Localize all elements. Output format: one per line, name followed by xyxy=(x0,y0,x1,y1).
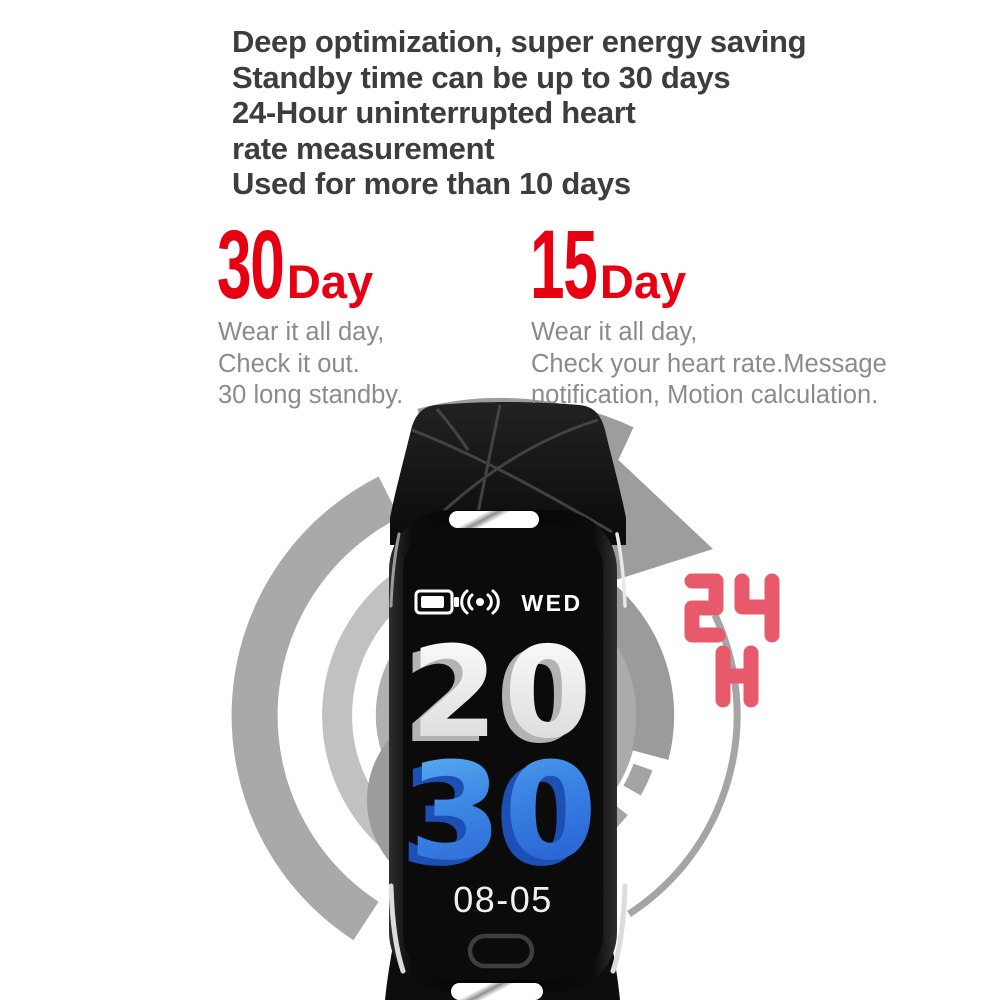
watch-screen xyxy=(403,524,603,980)
battery-full-icon xyxy=(414,589,459,615)
broadcast-signal-icon xyxy=(460,589,500,615)
feature-desc-line: 30 long standby. xyxy=(218,381,404,409)
feature-unit: Day xyxy=(599,255,687,308)
watch-band-bottom xyxy=(385,940,620,1000)
circular-arrow-icon xyxy=(231,397,741,941)
watch-band-top xyxy=(390,402,626,545)
letter-h xyxy=(715,645,759,708)
watch-body xyxy=(389,510,617,992)
feature-value: 15 xyxy=(530,210,598,319)
headline-line: Used for more than 10 days xyxy=(232,166,631,201)
feature-desc-line: notification, Motion calculation. xyxy=(531,381,879,409)
speaker-notch-top xyxy=(449,511,539,528)
body-edge-highlights xyxy=(388,532,628,974)
feature-unit: Day xyxy=(286,255,374,308)
clock-date: 08-05 xyxy=(453,879,553,920)
feature-value-row: 30 Day xyxy=(217,216,373,313)
band-texture-grooves xyxy=(411,404,613,543)
feature-description: Wear it all day, Check it out. 30 long s… xyxy=(218,317,403,412)
home-button-outline xyxy=(467,933,535,969)
feature-desc-line: Wear it all day, xyxy=(218,318,385,346)
headline: Deep optimization, super energy saving S… xyxy=(232,24,807,202)
day-of-week: WED xyxy=(521,590,582,616)
headline-line: rate measurement xyxy=(232,130,495,166)
clock-hours-shadow: 20 xyxy=(402,624,589,771)
headline-line: Deep optimization, super energy saving xyxy=(232,24,807,59)
headline-line: Standby time can be up to 30 days xyxy=(232,59,731,95)
digit-2 xyxy=(684,573,726,643)
digit-4 xyxy=(734,573,780,643)
badge-24h xyxy=(684,573,780,708)
clock-minutes-shadow: 30 xyxy=(400,740,590,896)
feature-value: 30 xyxy=(217,210,285,319)
feature-description: Wear it all day, Check your heart rate.M… xyxy=(531,317,887,412)
feature-desc-line: Check it out. xyxy=(218,349,360,378)
feature-desc-line: Wear it all day, xyxy=(531,318,698,346)
clock-hours: 20 xyxy=(410,619,597,766)
feature-value-row: 15 Day xyxy=(530,216,686,313)
arrowhead xyxy=(575,437,713,593)
clock-minutes: 30 xyxy=(409,734,599,890)
smart-band: WED 20 20 30 30 08-05 xyxy=(385,402,628,1000)
feature-desc-line: Check your heart rate.Message xyxy=(531,349,887,378)
speaker-notch-bottom xyxy=(451,983,543,1000)
headline-line: 24-Hour uninterrupted heart xyxy=(232,95,636,130)
